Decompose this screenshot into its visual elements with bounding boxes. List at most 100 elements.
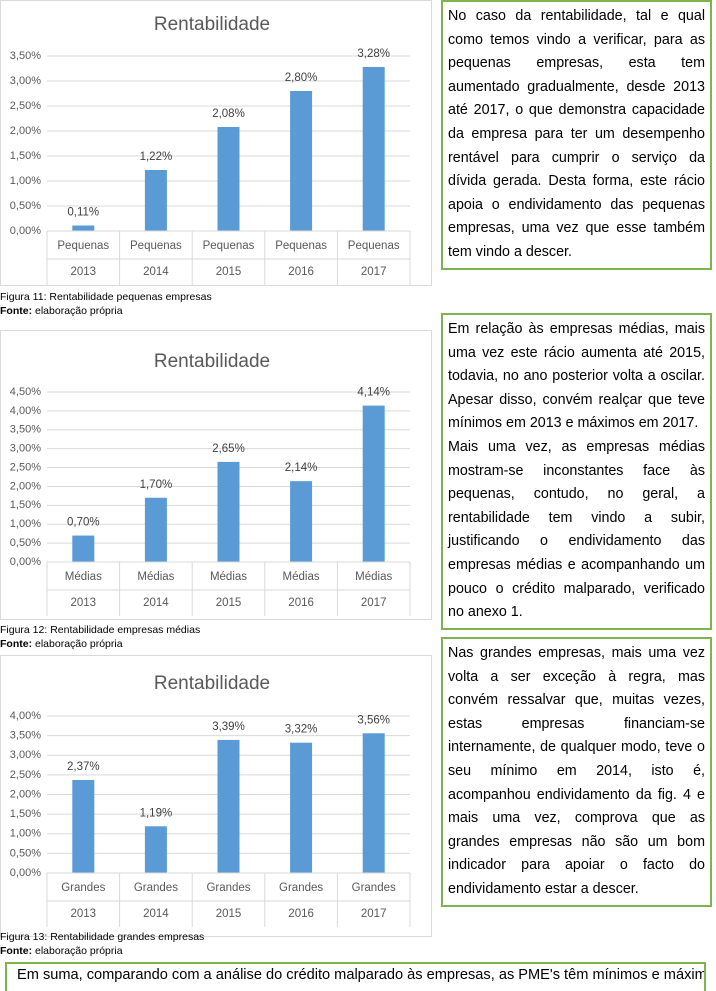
x-tick-label: Médias xyxy=(137,571,174,583)
value-label: 2,14% xyxy=(285,462,318,474)
source-label: Fonte: xyxy=(0,638,33,650)
x-tick-year: 2017 xyxy=(361,908,387,920)
y-tick-label: 4,50% xyxy=(10,386,41,398)
y-tick-label: 0,50% xyxy=(10,537,41,549)
x-tick-year: 2014 xyxy=(143,597,169,609)
bar xyxy=(144,826,167,873)
y-tick-label: 1,00% xyxy=(10,175,41,187)
caption: Figura 13: Rentabilidade grandes empresa… xyxy=(0,931,205,943)
x-tick-year: 2017 xyxy=(361,266,387,278)
y-tick-label: 1,00% xyxy=(10,518,41,530)
y-tick-label: 3,00% xyxy=(10,75,41,87)
y-tick-label: 2,00% xyxy=(10,480,41,492)
value-label: 3,39% xyxy=(212,721,245,733)
paragraph: Nas grandes empresas, mais uma vez volta… xyxy=(448,645,705,897)
y-tick-label: 1,50% xyxy=(10,808,41,820)
value-label: 3,56% xyxy=(357,714,390,726)
x-tick-label: Grandes xyxy=(61,882,105,894)
caption: Figura 11: Rentabilidade pequenas empres… xyxy=(0,291,212,303)
bar xyxy=(290,742,313,873)
bar xyxy=(217,127,240,231)
value-label: 0,11% xyxy=(67,207,99,219)
x-tick-label: Pequenas xyxy=(348,240,400,252)
x-tick-year: 2013 xyxy=(71,597,97,609)
x-tick-label: Grandes xyxy=(134,882,178,894)
y-tick-label: 2,00% xyxy=(10,788,41,800)
x-tick-year: 2013 xyxy=(71,266,97,278)
x-tick-label: Médias xyxy=(210,571,247,583)
chart-title: Rentabilidade xyxy=(154,14,270,35)
value-label: 1,22% xyxy=(140,151,173,163)
y-tick-label: 3,50% xyxy=(10,424,41,436)
bar xyxy=(144,497,167,562)
paragraph: Mais uma vez, as empresas médias mostram… xyxy=(448,438,705,621)
y-tick-label: 1,00% xyxy=(10,828,41,840)
source: Fonte: elaboração própria xyxy=(0,637,200,651)
value-label: 3,28% xyxy=(357,48,390,60)
value-label: 3,32% xyxy=(285,724,318,736)
x-tick-label: Pequenas xyxy=(57,240,109,252)
x-tick-label: Pequenas xyxy=(275,240,327,252)
value-label: 4,14% xyxy=(357,387,390,399)
x-tick-year: 2016 xyxy=(288,597,314,609)
y-tick-label: 0,00% xyxy=(10,867,41,879)
y-tick-label: 2,50% xyxy=(10,769,41,781)
bar xyxy=(72,779,95,873)
y-tick-label: 3,50% xyxy=(10,730,41,742)
text-box: Nas grandes empresas, mais uma vez volta… xyxy=(441,637,712,907)
text-box: No caso da rentabilidade, tal e qual com… xyxy=(441,0,712,270)
x-tick-year: 2015 xyxy=(216,266,242,278)
x-tick-label: Grandes xyxy=(352,882,396,894)
source-label: Fonte: xyxy=(0,305,33,317)
value-label: 2,37% xyxy=(67,761,100,773)
y-tick-label: 2,50% xyxy=(10,461,41,473)
summary-box: Em suma, comparando com a análise do cré… xyxy=(5,962,706,991)
chart: Rentabilidade 0,00% 0,50% 1,00% 1,50% 2,00% 2,… xyxy=(0,655,432,937)
value-label: 2,80% xyxy=(285,72,318,84)
caption: Figura 12: Rentabilidade empresas médias xyxy=(0,624,201,636)
chart: Rentabilidade 0,00% 0,50% 1,00% 1,50% 2,00% 2,… xyxy=(0,0,432,286)
bar xyxy=(290,481,313,562)
y-tick-label: 0,50% xyxy=(10,200,41,212)
x-tick-year: 2016 xyxy=(288,266,314,278)
y-tick-label: 0,00% xyxy=(10,556,41,568)
bar xyxy=(362,67,385,231)
y-tick-label: 3,00% xyxy=(10,443,41,455)
bar xyxy=(72,535,95,562)
source-label: Fonte: xyxy=(0,945,33,957)
x-tick-year: 2013 xyxy=(71,908,97,920)
chart: Rentabilidade 0,00% 0,50% 1,00% 1,50% 2,00% 2,… xyxy=(0,330,432,620)
summary-text: Em suma, comparando com a análise do cré… xyxy=(17,967,706,983)
bar xyxy=(217,739,240,873)
x-tick-year: 2015 xyxy=(216,908,242,920)
value-label: 0,70% xyxy=(67,517,100,529)
x-tick-year: 2014 xyxy=(143,266,169,278)
y-tick-label: 2,50% xyxy=(10,100,41,112)
y-tick-label: 2,00% xyxy=(10,125,41,137)
figure-caption: Figura 13: Rentabilidade grandes empresa… xyxy=(0,930,204,958)
source-text: elaboração própria xyxy=(35,638,123,650)
value-label: 2,65% xyxy=(212,443,245,455)
bar xyxy=(290,91,313,231)
figure-caption: Figura 11: Rentabilidade pequenas empres… xyxy=(0,290,212,318)
x-tick-year: 2017 xyxy=(361,597,387,609)
source: Fonte: elaboração própria xyxy=(0,944,204,958)
x-tick-label: Grandes xyxy=(279,882,323,894)
figure-caption: Figura 12: Rentabilidade empresas médias… xyxy=(0,623,200,651)
x-tick-year: 2014 xyxy=(143,908,169,920)
x-tick-label: Pequenas xyxy=(203,240,255,252)
chart-title: Rentabilidade xyxy=(154,673,270,694)
x-tick-year: 2016 xyxy=(288,908,314,920)
y-tick-label: 0,00% xyxy=(10,225,41,237)
bar xyxy=(144,170,167,231)
bar xyxy=(362,405,385,562)
x-tick-label: Médias xyxy=(65,571,102,583)
text-box: Em relação às empresas médias, mais uma … xyxy=(441,313,712,630)
chart-border xyxy=(0,0,432,286)
chart-title: Rentabilidade xyxy=(154,351,270,372)
source-text: elaboração própria xyxy=(35,945,123,957)
y-tick-label: 3,00% xyxy=(10,749,41,761)
paragraph: Em relação às empresas médias, mais uma … xyxy=(448,321,705,432)
x-tick-label: Grandes xyxy=(206,882,250,894)
paragraph: No caso da rentabilidade, tal e qual com… xyxy=(448,8,705,260)
